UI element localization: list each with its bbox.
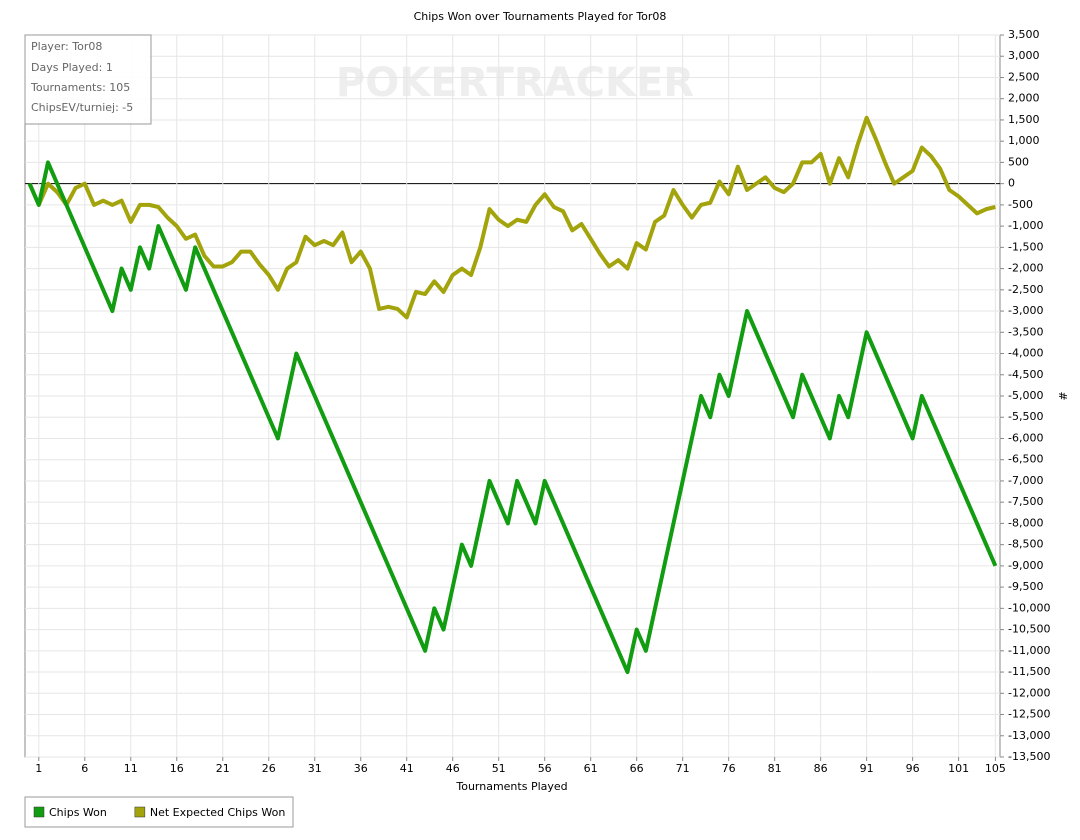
y-tick-label: -4,000 [1008,347,1043,360]
y-tick-label: 2,000 [1008,92,1040,105]
x-tick-label: 1 [35,762,42,775]
legend-swatch [134,806,146,818]
x-tick-label: 71 [676,762,690,775]
y-tick-label: -6,000 [1008,431,1043,444]
legend-label: Net Expected Chips Won [150,806,286,819]
y-tick-label: -9,500 [1008,580,1043,593]
y-tick-label: -7,000 [1008,474,1043,487]
legend-label: Chips Won [49,806,107,819]
info-line: Days Played: 1 [31,61,113,74]
y-tick-label: -13,500 [1008,750,1050,763]
y-tick-label: -5,000 [1008,389,1043,402]
y-tick-label: -8,000 [1008,516,1043,529]
x-tick-label: 81 [768,762,782,775]
y-tick-label: -13,000 [1008,729,1050,742]
y-tick-label: -3,000 [1008,304,1043,317]
info-line: Player: Tor08 [31,40,102,53]
info-line: Tournaments: 105 [30,81,130,94]
x-tick-label: 16 [170,762,184,775]
x-tick-label: 105 [985,762,1006,775]
x-tick-label: 61 [584,762,598,775]
x-tick-label: 76 [722,762,736,775]
x-tick-label: 26 [262,762,276,775]
info-box [24,34,152,125]
x-axis-label: Tournaments Played [455,780,567,793]
x-tick-label: 6 [81,762,88,775]
y-tick-label: -500 [1008,198,1033,211]
y-tick-label: -5,500 [1008,410,1043,423]
y-tick-label: 2,500 [1008,70,1040,83]
y-tick-label: -6,500 [1008,453,1043,466]
x-tick-label: 31 [308,762,322,775]
x-tick-label: 96 [906,762,920,775]
x-tick-label: 66 [630,762,644,775]
y-tick-label: 1,500 [1008,113,1040,126]
x-tick-label: 36 [354,762,368,775]
x-tick-label: 21 [216,762,230,775]
y-tick-label: -10,000 [1008,601,1050,614]
y-tick-label: -2,500 [1008,283,1043,296]
y-tick-label: 3,000 [1008,49,1040,62]
y-tick-label: -2,000 [1008,262,1043,275]
x-tick-label: 91 [860,762,874,775]
x-tick-label: 56 [538,762,552,775]
y-axis-label: # [1056,391,1069,400]
chart-title: Chips Won over Tournaments Played for To… [414,10,667,23]
y-tick-label: -11,500 [1008,665,1050,678]
lines [27,115,998,675]
y-tick-label: -12,000 [1008,686,1050,699]
y-tick-label: 1,000 [1008,134,1040,147]
y-tick-label: -3,500 [1008,325,1043,338]
series-line [27,160,998,675]
y-tick-label: -1,500 [1008,240,1043,253]
x-tick-label: 101 [948,762,969,775]
y-tick-label: 3,500 [1008,28,1040,41]
y-tick-label: -11,000 [1008,644,1050,657]
info-line: ChipsEV/turniej: -5 [31,101,133,114]
y-tick-label: -8,500 [1008,538,1043,551]
x-tick-label: 46 [446,762,460,775]
x-tick-label: 11 [124,762,138,775]
x-tick-label: 86 [814,762,828,775]
x-tick-label: 51 [492,762,506,775]
x-tick-label: 41 [400,762,414,775]
series-line [27,115,996,320]
y-tick-label: -4,500 [1008,368,1043,381]
y-tick-label: -1,000 [1008,219,1043,232]
grid [25,34,1000,758]
y-tick-label: 0 [1008,177,1015,190]
y-tick-label: -10,500 [1008,623,1050,636]
legend-swatch [33,806,45,818]
y-tick-label: 500 [1008,155,1029,168]
y-tick-label: -12,500 [1008,708,1050,721]
y-tick-label: -7,500 [1008,495,1043,508]
y-tick-label: -9,000 [1008,559,1043,572]
legend [24,796,294,828]
